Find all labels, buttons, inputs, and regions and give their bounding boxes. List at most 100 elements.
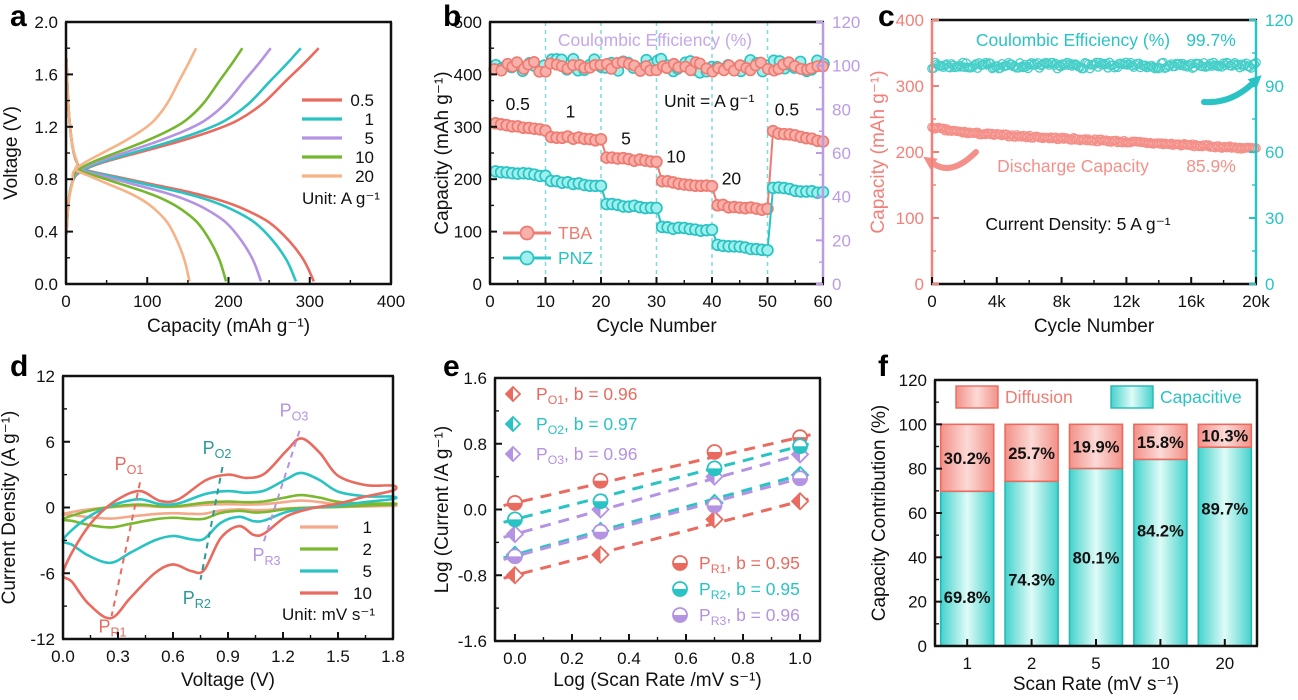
svg-text:20: 20: [592, 292, 611, 311]
x-axis-label-f: Scan Rate (mV s⁻¹): [1013, 674, 1179, 695]
panel-label-d: d: [10, 350, 29, 383]
legend-label-d-10: 10: [353, 584, 372, 603]
diffusion-pct-2: 25.7%: [1008, 445, 1055, 463]
svg-text:0.8: 0.8: [731, 649, 755, 668]
svg-text:100: 100: [133, 292, 161, 311]
series-20-discharge: [65, 58, 191, 282]
panel-f: f 30.2% 69.8% 25.7% 74.3% 19.9% 80.1% 15.8% 84.…: [868, 350, 1298, 700]
svg-text:0: 0: [1265, 275, 1274, 294]
legend-e-O2: PO2, b = 0.97: [536, 414, 638, 437]
svg-text:1.5: 1.5: [326, 647, 350, 666]
svg-text:80: 80: [908, 460, 927, 479]
legend-label-d-5: 5: [363, 562, 372, 581]
svg-text:80: 80: [832, 100, 851, 119]
legend-e-O1: PO1, b = 0.96: [536, 384, 638, 407]
svg-text:-6: -6: [40, 564, 55, 583]
svg-text:0.6: 0.6: [674, 649, 698, 668]
panel-label-a: a: [10, 0, 27, 33]
svg-text:100: 100: [899, 415, 927, 434]
bar-diffusion-2: [1004, 423, 1059, 483]
legend-label-d-1: 1: [363, 518, 372, 537]
svg-text:2: 2: [1027, 654, 1036, 673]
y-axis-label-a: Voltage (V): [1, 106, 22, 200]
bar-diffusion-10: [1133, 423, 1188, 461]
svg-text:400: 400: [377, 292, 405, 311]
rate-step-label-4: 20: [722, 168, 742, 188]
bar-capacitive-20: [1197, 446, 1253, 647]
svg-text:60: 60: [1265, 143, 1284, 162]
legend-label-capacitive: Capacitive: [1160, 387, 1242, 407]
legend-e-R2: PR2, b = 0.95: [699, 579, 800, 602]
svg-text:40: 40: [703, 292, 722, 311]
y-axis-label-f: Capacity Contribution (%): [869, 405, 890, 621]
svg-text:0.9: 0.9: [216, 647, 240, 666]
svg-text:200: 200: [214, 292, 242, 311]
chart-e-b-value-fit: PO1, b = 0.96 PO2, b = 0.97 PO3, b = 0.96 P…: [433, 369, 822, 691]
svg-text:8k: 8k: [1053, 292, 1071, 311]
svg-text:400: 400: [454, 65, 482, 84]
capacitive-pct-10: 84.2%: [1137, 523, 1184, 541]
series-0.5-charge: [65, 47, 320, 235]
svg-text:1.0: 1.0: [788, 649, 812, 668]
svg-text:20: 20: [908, 593, 927, 612]
svg-text:20: 20: [1215, 654, 1234, 673]
svg-text:100: 100: [896, 209, 924, 228]
svg-text:120: 120: [832, 13, 860, 32]
legend-label-diffusion: Diffusion: [1005, 387, 1073, 407]
svg-text:-12: -12: [30, 630, 55, 649]
legend-label-PNZ: PNZ: [558, 248, 593, 268]
svg-text:1.2: 1.2: [34, 118, 58, 137]
svg-text:60: 60: [814, 292, 833, 311]
x-axis-label-d: Voltage (V): [181, 670, 275, 691]
ce-value-c: 99.7%: [1186, 30, 1236, 50]
dc-label-c: Discharge Capacity: [997, 156, 1149, 176]
svg-text:4k: 4k: [988, 292, 1006, 311]
svg-text:0.4: 0.4: [617, 649, 641, 668]
svg-text:1.8: 1.8: [381, 647, 405, 666]
svg-text:2.0: 2.0: [34, 13, 58, 32]
svg-text:0.4: 0.4: [34, 223, 58, 242]
svg-text:0: 0: [915, 275, 924, 294]
panel-label-c: c: [878, 0, 895, 33]
diffusion-pct-20: 10.3%: [1201, 428, 1248, 446]
capacitive-pct-20: 89.7%: [1201, 501, 1248, 519]
capacitive-pct-2: 74.3%: [1008, 572, 1055, 590]
svg-text:50: 50: [758, 292, 777, 311]
unit-label-b: Unit = A g⁻¹: [664, 91, 755, 111]
svg-text:20: 20: [832, 231, 851, 250]
svg-text:30: 30: [647, 292, 666, 311]
peak-label-R1: PR1: [98, 616, 126, 639]
svg-text:90: 90: [1265, 77, 1284, 96]
ce-label-b: Coulombic Efficiency (%): [558, 30, 752, 50]
svg-text:0: 0: [46, 499, 55, 518]
condition-label-c: Current Density: 5 A g⁻¹: [985, 214, 1170, 234]
svg-text:30: 30: [1265, 209, 1284, 228]
svg-text:0.8: 0.8: [463, 435, 487, 454]
legend-unit-note-d: Unit: mV s⁻¹: [282, 605, 375, 624]
series-20-charge: [65, 47, 198, 235]
legend-e-R1: PR1, b = 0.95: [699, 553, 800, 576]
chart-f-contribution-bars: 30.2% 69.8% 25.7% 74.3% 19.9% 80.1% 15.8% 84.2%…: [869, 371, 1259, 695]
svg-text:0.3: 0.3: [106, 647, 130, 666]
ce-label-c: Coulombic Efficiency (%): [976, 30, 1170, 50]
rate-step-label-1: 1: [566, 101, 576, 121]
legend-label-1: 1: [365, 110, 374, 129]
chart-d-cv-curves: PO1PR1PO2PR2PO3PR312510Unit: mV s⁻¹0.00.…: [0, 367, 405, 691]
svg-text:20k: 20k: [1242, 292, 1270, 311]
svg-text:0: 0: [832, 275, 841, 294]
legend-label-0.5: 0.5: [350, 91, 374, 110]
svg-text:300: 300: [454, 118, 482, 137]
svg-text:0: 0: [61, 292, 70, 311]
legend-unit-note: Unit: A g⁻¹: [302, 189, 380, 208]
x-axis-label-c: Cycle Number: [1034, 316, 1155, 337]
svg-text:300: 300: [896, 77, 924, 96]
x-axis-label-b: Cycle Number: [596, 316, 717, 337]
svg-text:-0.8: -0.8: [458, 566, 487, 585]
diffusion-pct-5: 19.9%: [1073, 438, 1120, 456]
chart-b-rate-cycling: 0.5 1 5 10 20 0.5 Unit = A g⁻¹ Coulombic Effici…: [433, 13, 860, 337]
legend-e-O3: PO3, b = 0.96: [536, 444, 638, 467]
svg-text:10: 10: [536, 292, 555, 311]
legend-label-10: 10: [355, 148, 374, 167]
svg-text:0.0: 0.0: [51, 647, 75, 666]
